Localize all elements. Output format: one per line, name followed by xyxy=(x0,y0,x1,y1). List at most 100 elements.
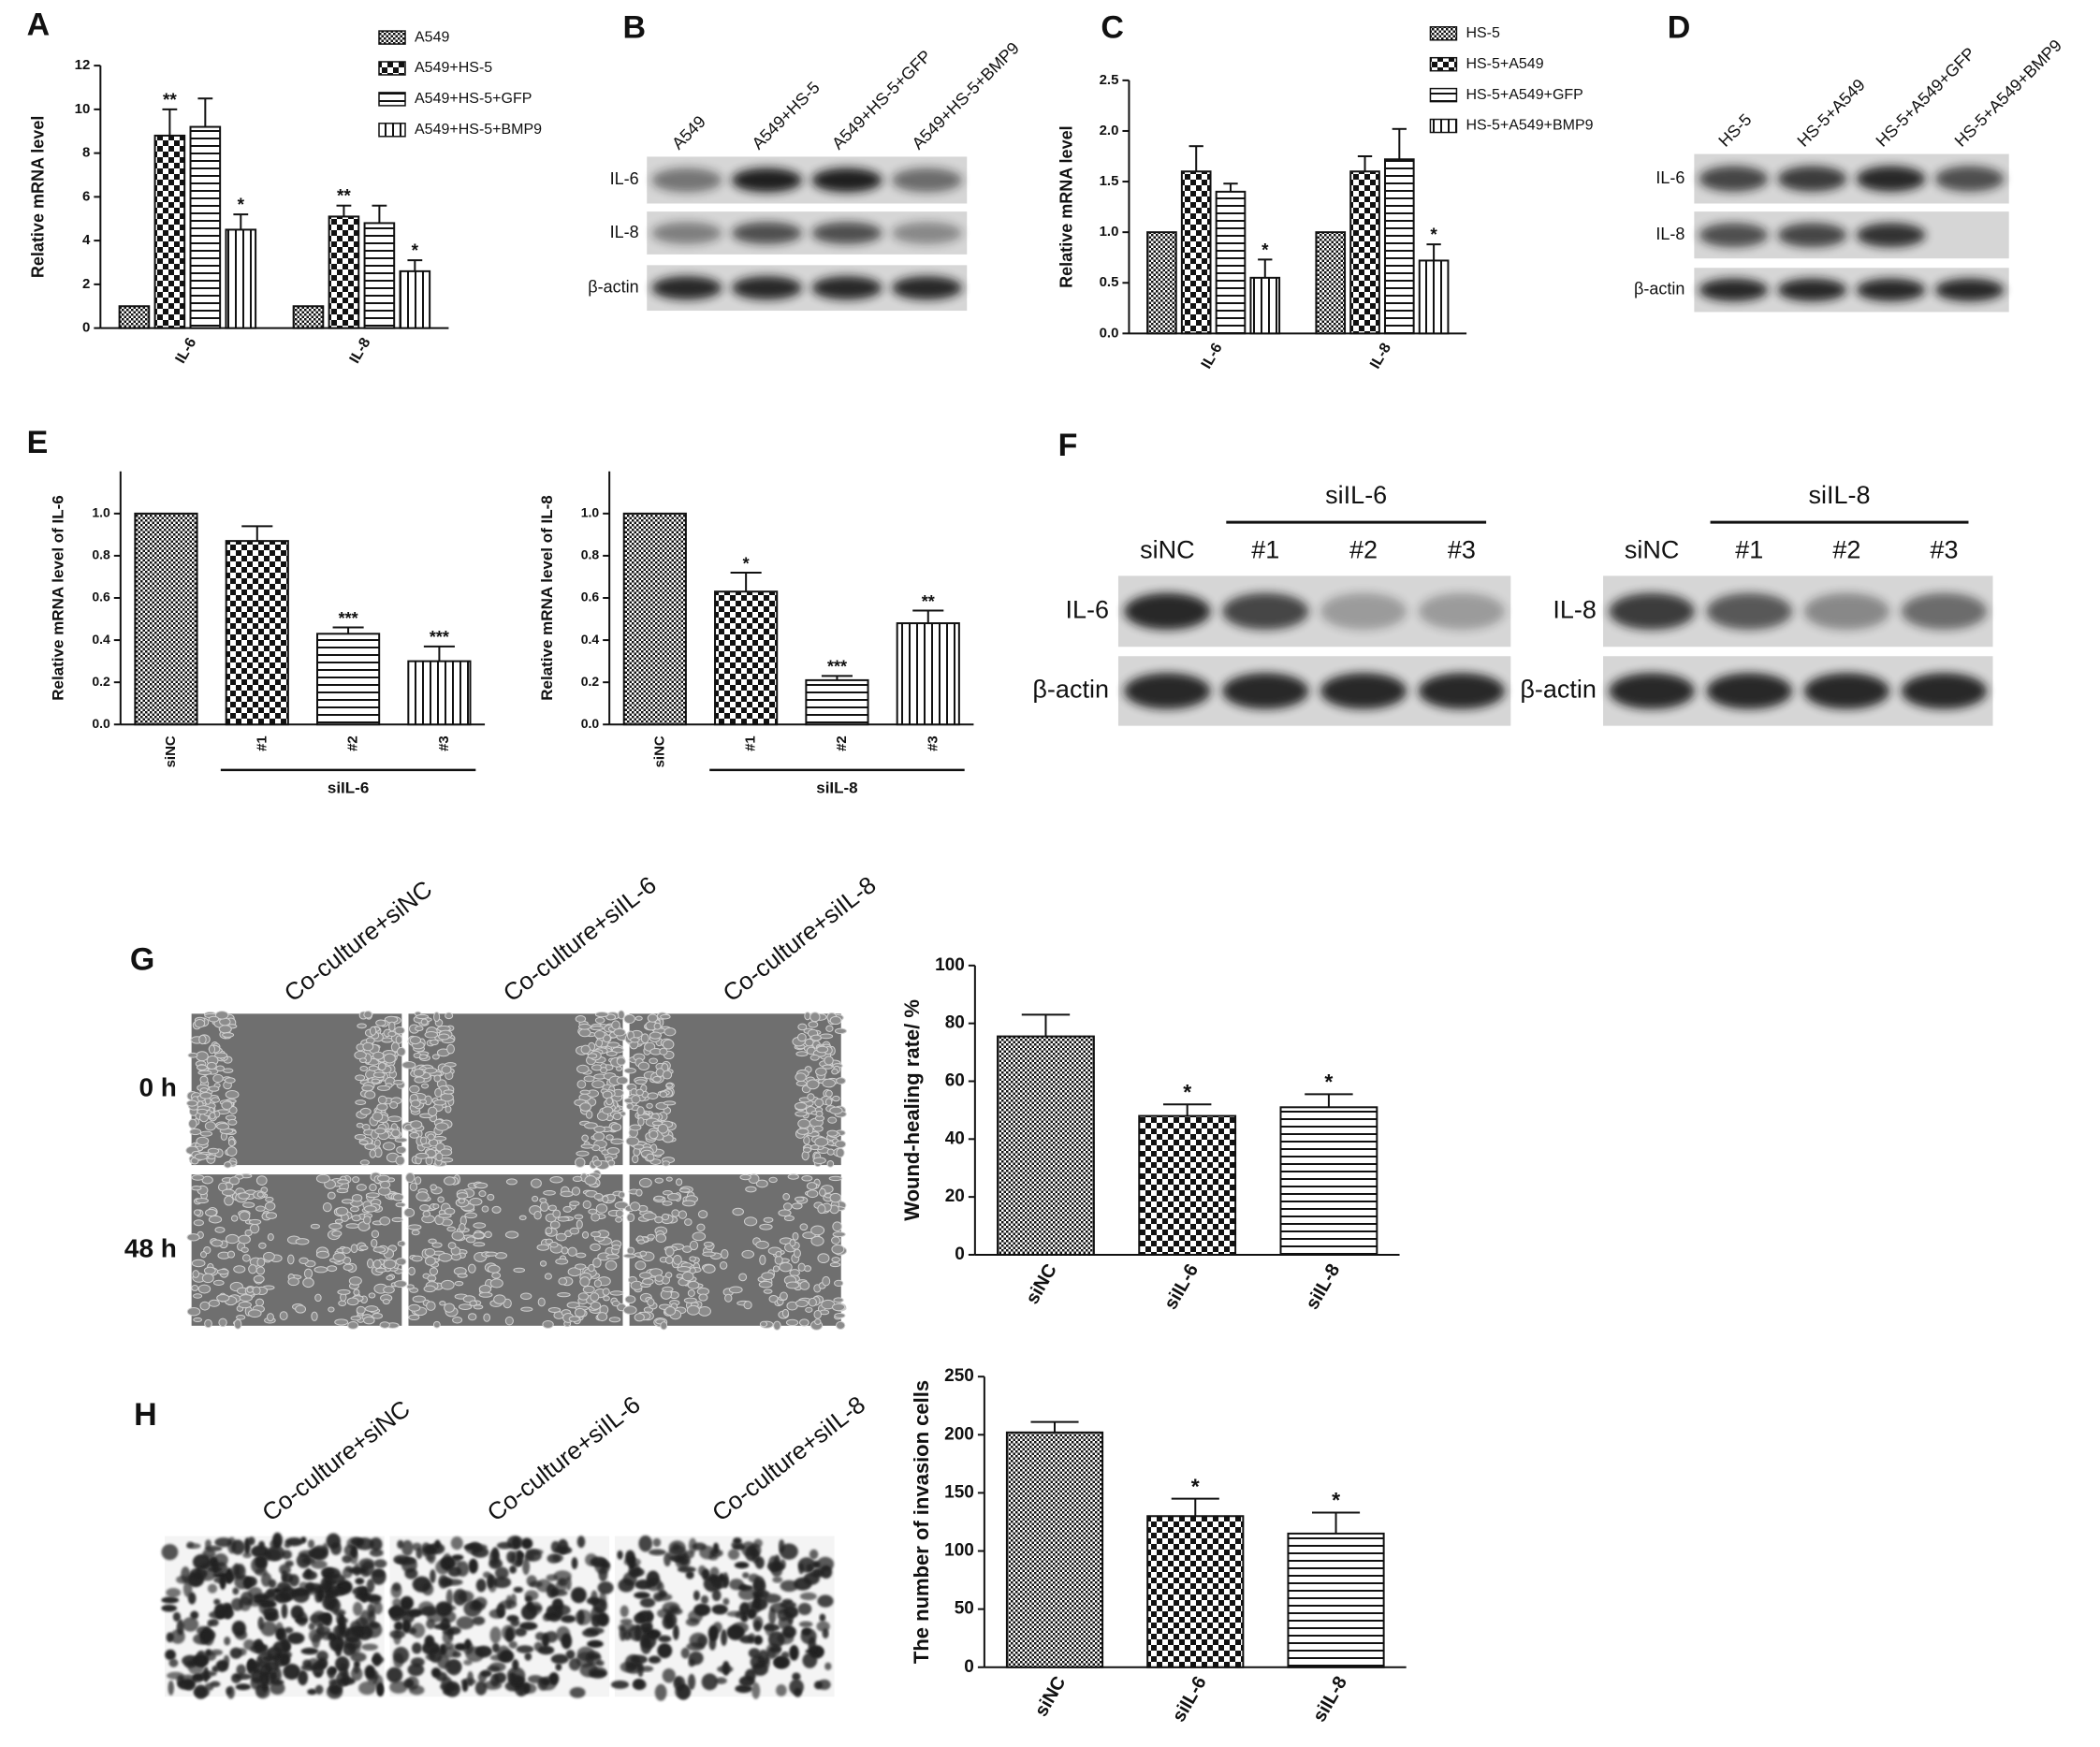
cell xyxy=(590,1607,605,1623)
cell xyxy=(588,1652,601,1660)
panel-letter: D xyxy=(1668,9,1691,45)
cell xyxy=(519,1292,532,1300)
cell xyxy=(533,1641,544,1652)
cell xyxy=(489,1278,503,1288)
cell xyxy=(445,1579,463,1586)
cell xyxy=(831,1303,846,1312)
cell xyxy=(647,1298,655,1307)
blot-band xyxy=(811,276,882,300)
cell xyxy=(327,1191,336,1200)
legend-swatch xyxy=(378,92,406,107)
cell xyxy=(330,1541,343,1555)
cell xyxy=(368,1609,376,1625)
cell xyxy=(576,1252,587,1259)
cell xyxy=(494,1566,509,1580)
cell xyxy=(454,1280,464,1287)
cell xyxy=(832,1095,840,1102)
significance-star: * xyxy=(743,554,750,573)
cell xyxy=(344,1565,353,1572)
cell xyxy=(383,1286,395,1294)
blot-row-label: β-actin xyxy=(1634,280,1684,298)
cell xyxy=(795,1072,807,1083)
cell xyxy=(491,1205,502,1214)
cell xyxy=(376,1103,388,1112)
cell xyxy=(803,1136,810,1145)
cell xyxy=(819,1033,834,1040)
cell xyxy=(377,1062,386,1071)
cell xyxy=(424,1247,436,1257)
cell xyxy=(442,1610,457,1623)
cell xyxy=(208,1299,220,1307)
cell xyxy=(792,1231,799,1241)
cell xyxy=(193,1317,203,1323)
cell xyxy=(355,1578,365,1585)
legend-label: HS-5+A549+GFP xyxy=(1466,87,1582,103)
blot-band xyxy=(1222,673,1309,709)
cell xyxy=(188,1118,197,1129)
cell xyxy=(363,1011,372,1019)
cell xyxy=(444,1303,456,1313)
cell xyxy=(280,1652,291,1667)
panel-letter: G xyxy=(130,942,154,978)
cell xyxy=(302,1277,314,1288)
panel-letter: E xyxy=(27,425,49,460)
cell xyxy=(339,1629,347,1639)
x-tick-label: #1 xyxy=(743,735,759,751)
cell xyxy=(357,1023,367,1029)
cell xyxy=(284,1626,294,1634)
bar xyxy=(805,678,869,726)
cell xyxy=(396,1145,407,1155)
cell xyxy=(284,1560,294,1567)
cell xyxy=(230,1539,245,1555)
cell xyxy=(741,1249,755,1259)
cell xyxy=(363,1316,375,1325)
cell xyxy=(820,1565,833,1580)
cell xyxy=(701,1673,719,1691)
cell xyxy=(596,1312,608,1322)
cell xyxy=(363,1205,377,1213)
cell xyxy=(227,1139,236,1147)
x-tick-label: IL-6 xyxy=(1199,341,1226,371)
blot-band xyxy=(891,276,963,300)
bar xyxy=(1418,259,1450,335)
cell xyxy=(615,1209,624,1218)
cell xyxy=(590,1301,602,1310)
cell xyxy=(345,1223,360,1229)
cell xyxy=(394,1280,407,1288)
cell xyxy=(518,1622,538,1631)
cell xyxy=(798,1318,809,1327)
cell xyxy=(595,1203,608,1214)
cell xyxy=(520,1306,533,1312)
y-tick-label: 250 xyxy=(944,1366,974,1386)
cell xyxy=(649,1031,663,1040)
cell xyxy=(639,1622,653,1632)
cell xyxy=(409,1182,418,1192)
cell xyxy=(539,1201,549,1212)
cell xyxy=(591,1080,605,1089)
cell xyxy=(610,1680,630,1689)
cell xyxy=(233,1265,246,1274)
cell xyxy=(659,1091,668,1098)
cell xyxy=(553,1570,572,1582)
column-label: Co-culture+siIL-8 xyxy=(707,1390,870,1527)
cell xyxy=(541,1633,550,1649)
cell xyxy=(409,1131,420,1139)
cell xyxy=(239,1294,253,1302)
cell xyxy=(463,1659,473,1666)
blot-band xyxy=(1609,592,1695,631)
cell xyxy=(747,1601,757,1609)
cell xyxy=(802,1146,812,1153)
cell xyxy=(775,1250,782,1258)
cell xyxy=(584,1175,597,1186)
cell xyxy=(364,1621,383,1638)
cell xyxy=(824,1098,833,1106)
cell xyxy=(452,1317,463,1324)
cell xyxy=(394,1026,405,1035)
cell xyxy=(438,1252,453,1262)
cell xyxy=(314,1671,322,1679)
cell xyxy=(428,1238,437,1245)
cell xyxy=(411,1255,423,1262)
cell xyxy=(195,1198,209,1204)
cell xyxy=(238,1192,250,1200)
